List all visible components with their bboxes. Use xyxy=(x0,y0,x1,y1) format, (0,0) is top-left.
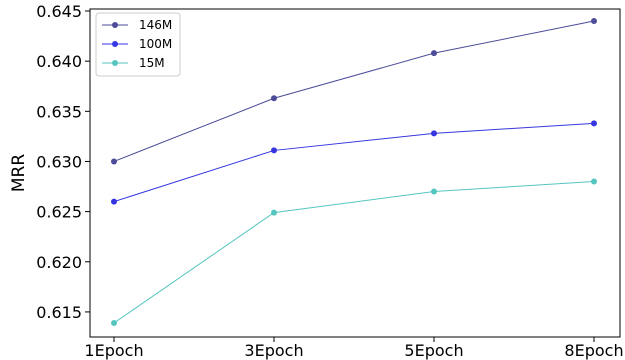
data-point-146m xyxy=(271,95,277,102)
y-tick-label: 0.635 xyxy=(36,102,82,121)
series-layer xyxy=(111,18,597,326)
legend-label: 15M xyxy=(139,56,165,70)
data-point-15m xyxy=(591,178,597,185)
series-line-146m xyxy=(113,20,595,162)
legend-item-100m: 100M xyxy=(102,37,172,51)
legend-label: 146M xyxy=(139,18,172,32)
series-100m xyxy=(111,120,597,205)
series-line-100m xyxy=(113,122,595,203)
data-point-100m xyxy=(271,147,277,154)
data-point-15m xyxy=(111,319,117,326)
data-point-146m xyxy=(431,50,437,57)
legend-frame xyxy=(95,12,181,77)
x-tick-label: 1Epoch xyxy=(84,341,143,360)
y-tick-label: 0.615 xyxy=(36,303,82,322)
legend-marker xyxy=(112,41,118,47)
data-point-100m xyxy=(111,198,117,205)
x-tick-label: 5Epoch xyxy=(404,341,463,360)
x-tick-label: 8Epoch xyxy=(564,341,623,360)
y-tick-label: 0.645 xyxy=(36,2,82,21)
x-tick-label: 3Epoch xyxy=(244,341,303,360)
legend-item-146m: 146M xyxy=(102,18,172,32)
legend-marker xyxy=(112,60,118,66)
series-146m xyxy=(111,18,597,165)
legend-label: 100M xyxy=(139,37,172,51)
legend-marker xyxy=(112,22,118,28)
plot-area xyxy=(89,8,621,338)
data-point-146m xyxy=(591,18,597,25)
legend-item-15m: 15M xyxy=(102,56,165,70)
data-point-146m xyxy=(111,158,117,165)
y-axis-title: MRR xyxy=(9,154,29,192)
data-point-100m xyxy=(431,130,437,137)
series-15m xyxy=(111,178,597,326)
y-tick-label: 0.630 xyxy=(36,152,82,171)
data-point-100m xyxy=(591,120,597,127)
x-axis: 1Epoch 3Epoch 5Epoch 8Epoch xyxy=(84,337,624,360)
series-line-15m xyxy=(113,181,595,324)
plot-frame xyxy=(89,8,621,338)
data-point-15m xyxy=(431,188,437,195)
legend: 146M 100M 15M xyxy=(95,12,181,77)
y-axis: 0.615 0.620 0.625 0.630 0.635 0.640 0.645 xyxy=(36,2,90,322)
y-tick-label: 0.620 xyxy=(36,253,82,272)
data-point-15m xyxy=(271,209,277,216)
y-tick-label: 0.640 xyxy=(36,52,82,71)
y-tick-label: 0.625 xyxy=(36,203,82,222)
